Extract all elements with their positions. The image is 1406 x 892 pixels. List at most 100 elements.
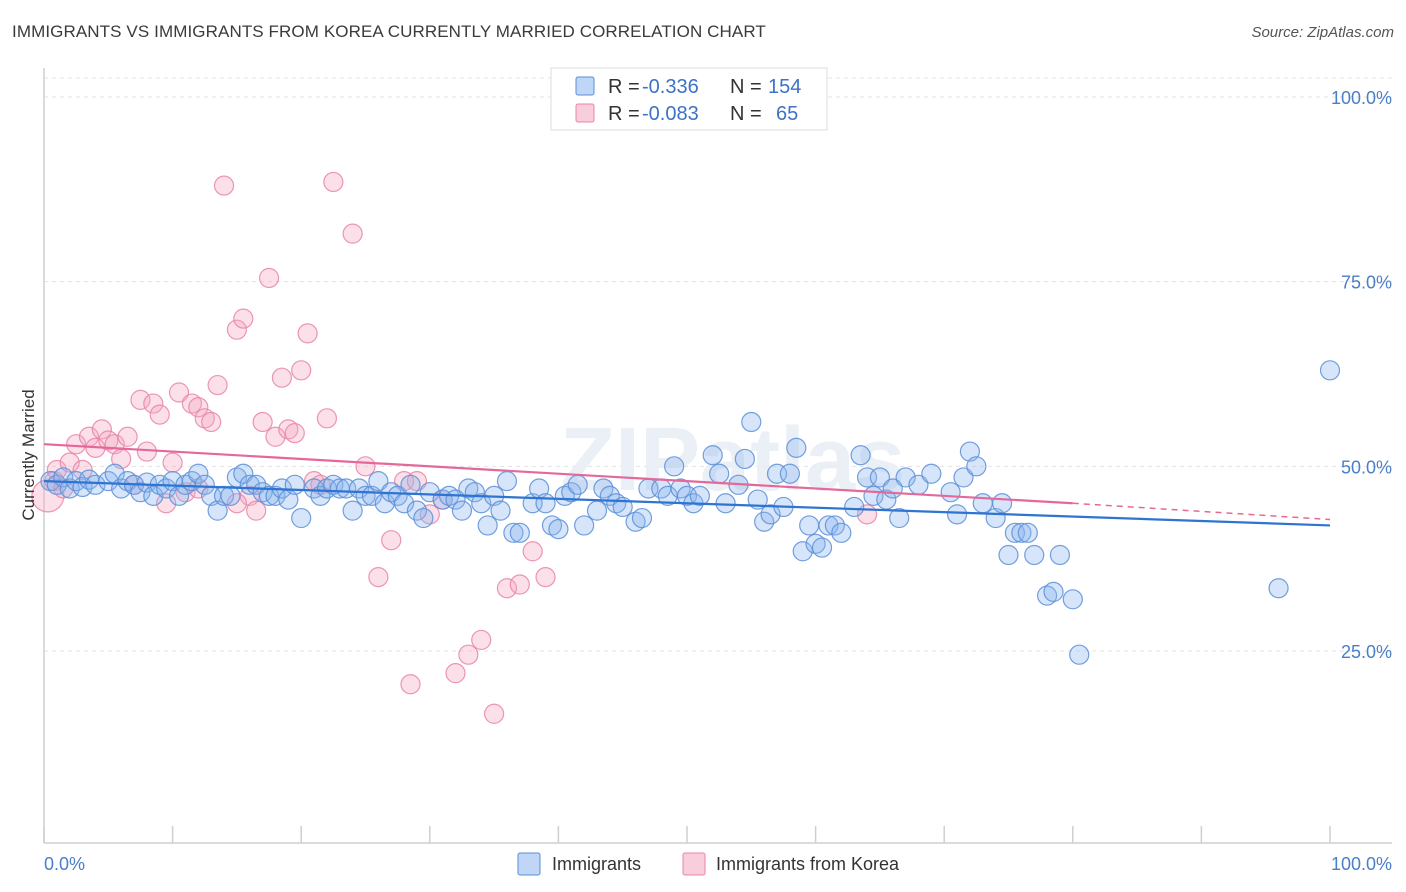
- korea-point: [323, 171, 344, 193]
- bottom-legend: Immigrants Immigrants from Korea: [517, 852, 900, 876]
- immigrants-point: [625, 511, 646, 532]
- immigrants-point: [1011, 522, 1032, 543]
- immigrants-point: [946, 504, 968, 525]
- korea-point: [458, 644, 479, 665]
- y-tick-label-50: 50.0%: [1341, 457, 1392, 477]
- korea-point: [535, 567, 556, 588]
- korea-point: [226, 319, 247, 340]
- immigrants-point: [220, 485, 241, 506]
- legend-r-label-0: R =: [608, 76, 640, 98]
- immigrants-point: [85, 474, 106, 495]
- korea-point: [278, 419, 299, 440]
- korea-point: [201, 411, 222, 433]
- immigrants-point: [233, 463, 254, 484]
- immigrants-point: [239, 474, 260, 495]
- korea-point: [213, 175, 235, 196]
- legend-r-value-1: -0.083: [642, 103, 699, 125]
- immigrants-point: [194, 474, 215, 495]
- immigrants-point: [535, 493, 556, 514]
- immigrants-point: [541, 515, 563, 536]
- immigrants-point: [991, 493, 1013, 514]
- immigrants-point: [741, 411, 762, 433]
- immigrants-point: [548, 519, 569, 540]
- immigrants-point: [496, 471, 518, 492]
- immigrants-point: [490, 500, 511, 521]
- korea-points: [31, 171, 878, 724]
- immigrants-point: [959, 441, 981, 462]
- immigrants-point: [953, 467, 974, 488]
- immigrants-point: [734, 448, 755, 470]
- korea-point: [188, 397, 209, 418]
- immigrants-point: [509, 522, 530, 543]
- korea-point: [316, 408, 338, 429]
- top-legend-box: [550, 67, 828, 131]
- korea-point: [258, 267, 280, 289]
- immigrants-point: [709, 463, 730, 484]
- immigrants-point: [844, 496, 865, 518]
- y-tick-label-100: 100.0%: [1331, 88, 1392, 108]
- korea-point: [246, 500, 267, 521]
- korea-point: [271, 367, 293, 388]
- immigrants-point: [567, 474, 588, 495]
- korea-point: [143, 393, 164, 414]
- immigrants-point: [792, 541, 813, 562]
- legend-swatch-immigrants: [575, 76, 595, 96]
- immigrants-point: [323, 474, 344, 495]
- immigrants-point: [1024, 544, 1045, 566]
- korea-trend-line: [43, 443, 1073, 505]
- korea-point: [207, 374, 228, 396]
- immigrants-point: [818, 515, 839, 536]
- immigrants-trend-line: [43, 480, 1331, 527]
- immigrants-point: [1036, 585, 1058, 606]
- legend-r-value-0: -0.336: [642, 76, 699, 98]
- immigrants-point: [998, 544, 1019, 566]
- korea-point: [355, 456, 376, 477]
- korea-point: [368, 567, 389, 588]
- immigrants-point: [940, 482, 961, 503]
- immigrants-point: [574, 515, 595, 536]
- immigrants-point: [413, 507, 434, 529]
- korea-point: [175, 482, 196, 503]
- korea-point: [419, 504, 440, 525]
- immigrants-point: [869, 467, 891, 488]
- korea-point: [156, 493, 177, 514]
- grid-lines: [44, 77, 1392, 652]
- immigrants-point: [400, 474, 421, 495]
- korea-point: [342, 223, 363, 244]
- immigrants-point: [689, 485, 710, 506]
- korea-point: [59, 452, 80, 473]
- immigrants-point: [554, 485, 575, 506]
- immigrants-point: [1069, 644, 1090, 665]
- bottom-legend-label-korea: Immigrants from Korea: [716, 854, 900, 874]
- korea-point: [291, 360, 312, 381]
- immigrants-point: [921, 463, 942, 484]
- korea-point: [252, 411, 273, 433]
- immigrants-point: [1268, 578, 1289, 599]
- immigrants-point: [368, 471, 389, 492]
- immigrants-point: [747, 489, 768, 510]
- immigrants-point: [503, 522, 524, 543]
- immigrants-point: [895, 467, 916, 488]
- immigrants-point: [889, 507, 910, 529]
- immigrants-point: [1043, 581, 1064, 603]
- trend-lines: [43, 443, 1331, 527]
- legend-r-label-1: R =: [608, 103, 640, 125]
- korea-point: [98, 430, 119, 451]
- x-tick-label-start: 0.0%: [44, 854, 85, 874]
- korea-trend-line-dashed: [1072, 502, 1331, 521]
- korea-point: [194, 408, 215, 429]
- immigrants-point: [631, 507, 653, 529]
- immigrants-point: [786, 437, 807, 458]
- immigrants-point: [419, 482, 440, 503]
- korea-point: [400, 674, 421, 695]
- top-legend: R = -0.336 N = 154 R = -0.083 N = 65: [550, 67, 828, 131]
- korea-point: [162, 452, 183, 473]
- chart-title: IMMIGRANTS VS IMMIGRANTS FROM KOREA CURR…: [12, 22, 766, 41]
- korea-point: [496, 578, 518, 599]
- korea-point: [91, 419, 112, 440]
- korea-point: [233, 308, 254, 329]
- korea-point: [406, 471, 428, 492]
- immigrants-point: [458, 478, 479, 499]
- immigrants-point: [831, 522, 852, 543]
- immigrants-point: [143, 485, 164, 506]
